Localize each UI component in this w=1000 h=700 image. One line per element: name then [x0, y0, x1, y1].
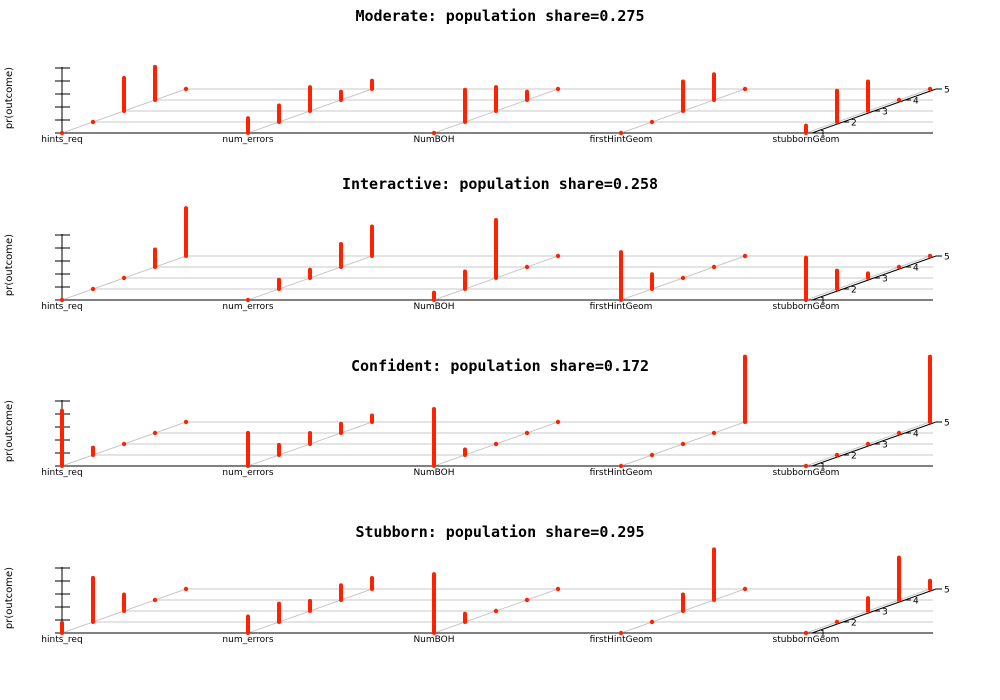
group-label: hints_req	[41, 135, 82, 145]
depth-level-label: 4	[913, 264, 919, 274]
stick-point	[555, 586, 561, 592]
group-label: stubbornGeom	[773, 135, 840, 145]
stick-point	[493, 441, 499, 447]
depth-level-label: 2	[851, 452, 857, 462]
stick-point	[90, 119, 96, 125]
stick-point	[152, 430, 158, 436]
depth-level-label: 2	[851, 119, 857, 129]
stick-point	[649, 619, 655, 625]
stick-point	[711, 264, 717, 270]
group-label: NumBOH	[413, 302, 454, 312]
stick-point	[896, 430, 902, 436]
depth-level-label: 2	[851, 286, 857, 296]
stick-point	[803, 630, 809, 636]
stick-point	[927, 253, 933, 259]
depth-level-label: 3	[882, 441, 888, 451]
group-label: NumBOH	[413, 468, 454, 478]
group-label: num_errors	[222, 135, 273, 145]
depth-level-label: 3	[882, 275, 888, 285]
stick-point	[59, 297, 65, 303]
stick-point	[896, 264, 902, 270]
stick-point	[680, 275, 686, 281]
stick-point	[680, 441, 686, 447]
stick-point	[834, 619, 840, 625]
stick-point	[711, 430, 717, 436]
group-label: num_errors	[222, 468, 273, 478]
group-label: stubbornGeom	[773, 635, 840, 645]
stick-point	[618, 630, 624, 636]
stick-point	[524, 430, 530, 436]
stick-point	[555, 86, 561, 92]
stick-point	[121, 275, 127, 281]
y-axis-label: pr(outcome)	[4, 400, 15, 462]
panel-title: Moderate: population share=0.275	[356, 7, 645, 25]
group-label: NumBOH	[413, 635, 454, 645]
stick-point	[834, 452, 840, 458]
depth-level-label: 5	[944, 586, 950, 596]
stick-point	[59, 130, 65, 136]
depth-level-label: 5	[944, 419, 950, 429]
group-label: num_errors	[222, 302, 273, 312]
stick-point	[524, 264, 530, 270]
stick-point	[90, 286, 96, 292]
panel-4: Stubborn: population share=0.295 pr(outco…	[4, 523, 950, 645]
panel-1: Moderate: population share=0.275 pr(outco…	[4, 7, 950, 145]
depth-level-label: 4	[913, 597, 919, 607]
stick-point	[649, 119, 655, 125]
stick-point	[493, 608, 499, 614]
stick-point	[555, 253, 561, 259]
stick-point	[245, 297, 251, 303]
depth-level-label: 3	[882, 608, 888, 618]
depth-level-label: 5	[944, 253, 950, 263]
stick-point	[555, 419, 561, 425]
panel-title: Confident: population share=0.172	[351, 357, 649, 375]
stick-point	[618, 463, 624, 469]
depth-level-label: 5	[944, 86, 950, 96]
panel-title: Stubborn: population share=0.295	[356, 523, 645, 541]
depth-level-label: 4	[913, 430, 919, 440]
panel-2: Interactive: population share=0.258 pr(ou…	[4, 175, 950, 312]
depth-level-label: 2	[851, 619, 857, 629]
stick-point	[183, 419, 189, 425]
group-label: stubbornGeom	[773, 302, 840, 312]
group-label: firstHintGeom	[590, 302, 653, 312]
stick-point	[742, 86, 748, 92]
stick-point	[742, 586, 748, 592]
group-label: hints_req	[41, 302, 82, 312]
group-label: firstHintGeom	[590, 468, 653, 478]
stick-point	[927, 86, 933, 92]
stick-point	[896, 97, 902, 103]
y-axis-label: pr(outcome)	[4, 234, 15, 296]
group-label: hints_req	[41, 635, 82, 645]
group-label: hints_req	[41, 468, 82, 478]
panel-title: Interactive: population share=0.258	[342, 175, 658, 193]
stick-point	[431, 130, 437, 136]
group-label: firstHintGeom	[590, 135, 653, 145]
group-label: num_errors	[222, 635, 273, 645]
y-axis-label: pr(outcome)	[4, 67, 15, 129]
group-label: NumBOH	[413, 135, 454, 145]
stick-point	[183, 86, 189, 92]
stick-point	[865, 441, 871, 447]
stick-point	[649, 452, 655, 458]
stick-point	[618, 130, 624, 136]
panel-3: Confident: population share=0.172 pr(outc…	[4, 354, 950, 478]
stick-point	[803, 463, 809, 469]
stick-point	[524, 597, 530, 603]
depth-level-label: 4	[913, 97, 919, 107]
stick-point	[121, 441, 127, 447]
group-label: stubbornGeom	[773, 468, 840, 478]
group-label: firstHintGeom	[590, 635, 653, 645]
depth-level-label: 3	[882, 108, 888, 118]
depth-level-label: 1	[820, 463, 826, 473]
depth-level-label: 1	[820, 630, 826, 640]
stick-point	[152, 597, 158, 603]
depth-level-label: 1	[820, 130, 826, 140]
stick-point	[742, 253, 748, 259]
depth-level-label: 1	[820, 297, 826, 307]
y-axis-label: pr(outcome)	[4, 567, 15, 629]
stick-point	[183, 586, 189, 592]
